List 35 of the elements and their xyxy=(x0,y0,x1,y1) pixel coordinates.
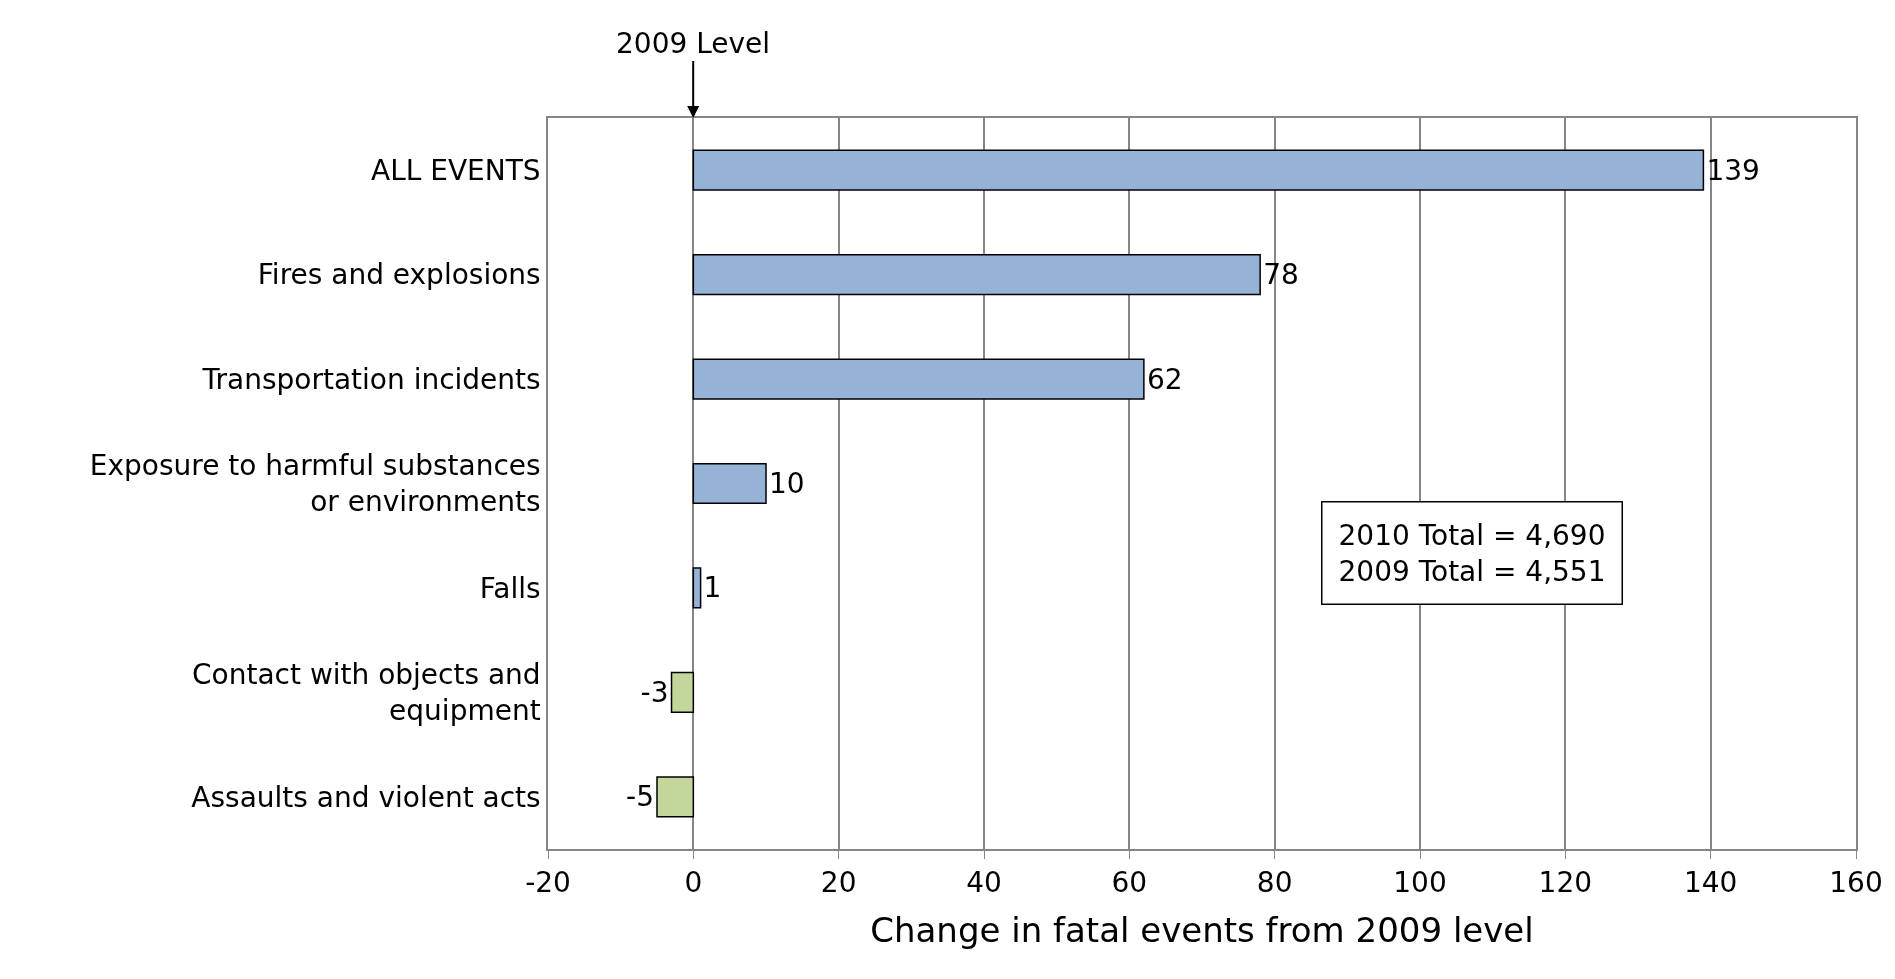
bar xyxy=(692,254,1261,296)
x-tick-label: 120 xyxy=(1538,866,1593,900)
bar xyxy=(692,358,1145,400)
x-tick-label: 80 xyxy=(1256,866,1293,900)
y-tick-label: Exposure to harmful substances or environments xyxy=(89,449,541,519)
annotation: 2010 Total = 4,690 xyxy=(1338,518,1606,552)
bar xyxy=(670,671,695,713)
bar xyxy=(692,567,702,609)
data-label: -5 xyxy=(626,780,654,814)
y-tick-label: Contact with objects and equipment xyxy=(192,657,541,728)
bar xyxy=(692,462,767,505)
data-label: 1 xyxy=(703,571,722,605)
x-tick-label: 100 xyxy=(1393,866,1447,900)
x-tick-label: 160 xyxy=(1829,866,1883,900)
x-tick-label: 60 xyxy=(1111,866,1148,900)
y-tick-label: Fires and explosions xyxy=(257,258,541,292)
data-label: 10 xyxy=(769,467,805,500)
y-tick-label: Assaults and violent acts xyxy=(191,780,541,814)
data-label: 62 xyxy=(1146,362,1183,396)
data-label: 78 xyxy=(1263,258,1299,292)
bar xyxy=(656,776,695,818)
bar xyxy=(692,149,1705,191)
x-tick-label: -20 xyxy=(525,866,571,900)
x-axis-title: Change in fatal events from 2009 level xyxy=(870,910,1534,951)
y-tick-label: ALL EVENTS xyxy=(371,154,541,188)
x-tick-label: 20 xyxy=(820,866,857,900)
data-label: 139 xyxy=(1706,153,1760,187)
y-tick-label: Falls xyxy=(479,571,541,605)
x-tick-label: 40 xyxy=(966,866,1002,900)
annotation: 2009 Total = 4,551 xyxy=(1338,554,1606,588)
x-tick-label: 0 xyxy=(684,866,703,900)
x-tick-label: 140 xyxy=(1683,866,1738,900)
text: 2009 Level xyxy=(616,27,771,60)
y-tick-label: Transportation incidents xyxy=(201,362,541,396)
data-label: -3 xyxy=(640,675,669,709)
